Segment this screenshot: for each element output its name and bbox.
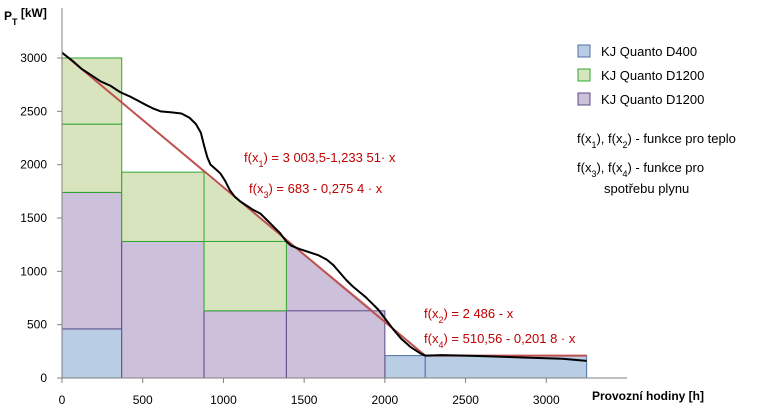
formula-1: f(x3) = 683 - 0,275 4 · x: [249, 181, 383, 200]
y-tick-label-1: 500: [27, 318, 47, 332]
legend-label-0: KJ Quanto D400: [601, 44, 697, 59]
block-d1200-purple-4: [61, 191, 123, 330]
note-2: spotřebu plynu: [604, 181, 689, 196]
block-d1200-green-8: [61, 123, 123, 193]
y-tick-label-3: 1500: [20, 211, 47, 225]
y-tick-label-2: 1000: [20, 264, 47, 278]
block-d1200-purple-7: [285, 310, 386, 379]
load-duration-curve: [61, 51, 587, 362]
block-d1200-purple-5: [121, 240, 205, 379]
x-tick-label-1: 500: [133, 393, 153, 407]
block-d400-0: [61, 328, 123, 379]
note-0: f(x1), f(x2) - funkce pro teplo: [577, 131, 736, 150]
y-axis-title: PT [kW]: [4, 6, 47, 27]
legend-swatch-1: [577, 68, 591, 82]
legend-swatch-2: [577, 92, 591, 106]
block-d400-2: [384, 355, 426, 379]
legend: KJ Quanto D400 KJ Quanto D1200 KJ Quanto D…: [577, 44, 736, 196]
y-tick-label-5: 2500: [20, 104, 47, 118]
x-tick-label-5: 2500: [452, 393, 479, 407]
y-tick-label-0: 0: [40, 371, 47, 385]
formula-0: f(x1) = 3 003,5-1,233 51· x: [244, 150, 396, 169]
plot-area: [61, 51, 588, 379]
legend-label-1: KJ Quanto D1200: [601, 68, 704, 83]
axes: 0 500 1000 1500 2000 2500 3000 0 500 1000 1500 2000…: [4, 6, 704, 407]
block-d1200-green-11: [203, 240, 287, 312]
block-d1200-green-9: [61, 57, 123, 125]
y-tick-label-6: 3000: [20, 51, 47, 65]
x-tick-label-3: 1500: [291, 393, 318, 407]
y-tick-label-4: 2000: [20, 158, 47, 172]
x-tick-label-2: 1000: [210, 393, 237, 407]
legend-label-2: KJ Quanto D1200: [601, 92, 704, 107]
block-d1200-green-10: [121, 171, 205, 242]
annotations: f(x1) = 3 003,5-1,233 51· x f(x3) = 683 -…: [244, 150, 576, 350]
formula-2: f(x2) = 2 486 - x: [424, 306, 514, 325]
legend-swatch-0: [577, 44, 591, 58]
x-tick-label-6: 3000: [533, 393, 560, 407]
block-d1200-purple-6: [203, 310, 287, 379]
x-tick-label-0: 0: [59, 393, 66, 407]
formula-3: f(x4) = 510,56 - 0,201 8 · x: [424, 331, 576, 350]
x-tick-label-4: 2000: [372, 393, 399, 407]
note-1: f(x3), f(x4) - funkce pro: [577, 160, 704, 179]
x-axis-title: Provozní hodiny [h]: [592, 389, 704, 403]
